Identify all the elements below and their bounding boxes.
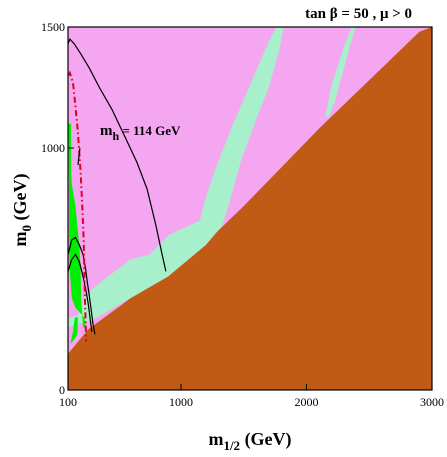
x-axis-title-sub: 1/2 <box>223 438 240 453</box>
x-tick-label-100: 100 <box>59 395 77 409</box>
x-axis-title-unit: (GeV) <box>240 429 291 450</box>
mh-annotation-main: m <box>100 123 113 139</box>
contour-4 <box>77 147 81 165</box>
mh-annotation-sub: h <box>113 129 120 143</box>
contour-1 <box>68 236 96 335</box>
contour-0 <box>68 37 167 272</box>
x-tick-label-3000: 3000 <box>420 395 444 409</box>
x-tick-label-2000: 2000 <box>294 395 318 409</box>
y-tick-label-1000: 1000 <box>41 141 65 155</box>
y-axis-title-unit: (GeV) <box>10 174 31 225</box>
plot-contours <box>68 37 167 342</box>
mh-annotation-rest: = 114 GeV <box>119 123 181 138</box>
region-3 <box>325 27 356 117</box>
contour-3 <box>68 70 88 342</box>
x-axis-title-main: m <box>208 429 223 449</box>
x-tick-label-1000: 1000 <box>169 395 193 409</box>
y-axis-title-main: m <box>10 231 30 246</box>
region-1 <box>68 27 432 390</box>
x-axis-title: m1/2 (GeV) <box>208 429 291 453</box>
y-tick-label-1500: 1500 <box>41 20 65 34</box>
contour-2 <box>68 253 93 332</box>
axis-ticks: 100 1000 2000 3000 0 1000 1500 <box>41 20 444 409</box>
y-axis-title: m0 (GeV) <box>10 174 34 247</box>
plot-regions <box>68 27 432 390</box>
chart-title: tan β = 50 , μ > 0 <box>305 6 412 22</box>
y-tick-label-0: 0 <box>59 383 65 397</box>
y-axis-title-sub: 0 <box>19 225 34 232</box>
region-5 <box>70 317 78 344</box>
region-4 <box>68 123 87 329</box>
mh-annotation: mh = 114 GeV <box>100 123 181 143</box>
svg-text:mh = 114 GeV: mh = 114 GeV <box>100 123 181 143</box>
plot-frame <box>67 26 433 391</box>
